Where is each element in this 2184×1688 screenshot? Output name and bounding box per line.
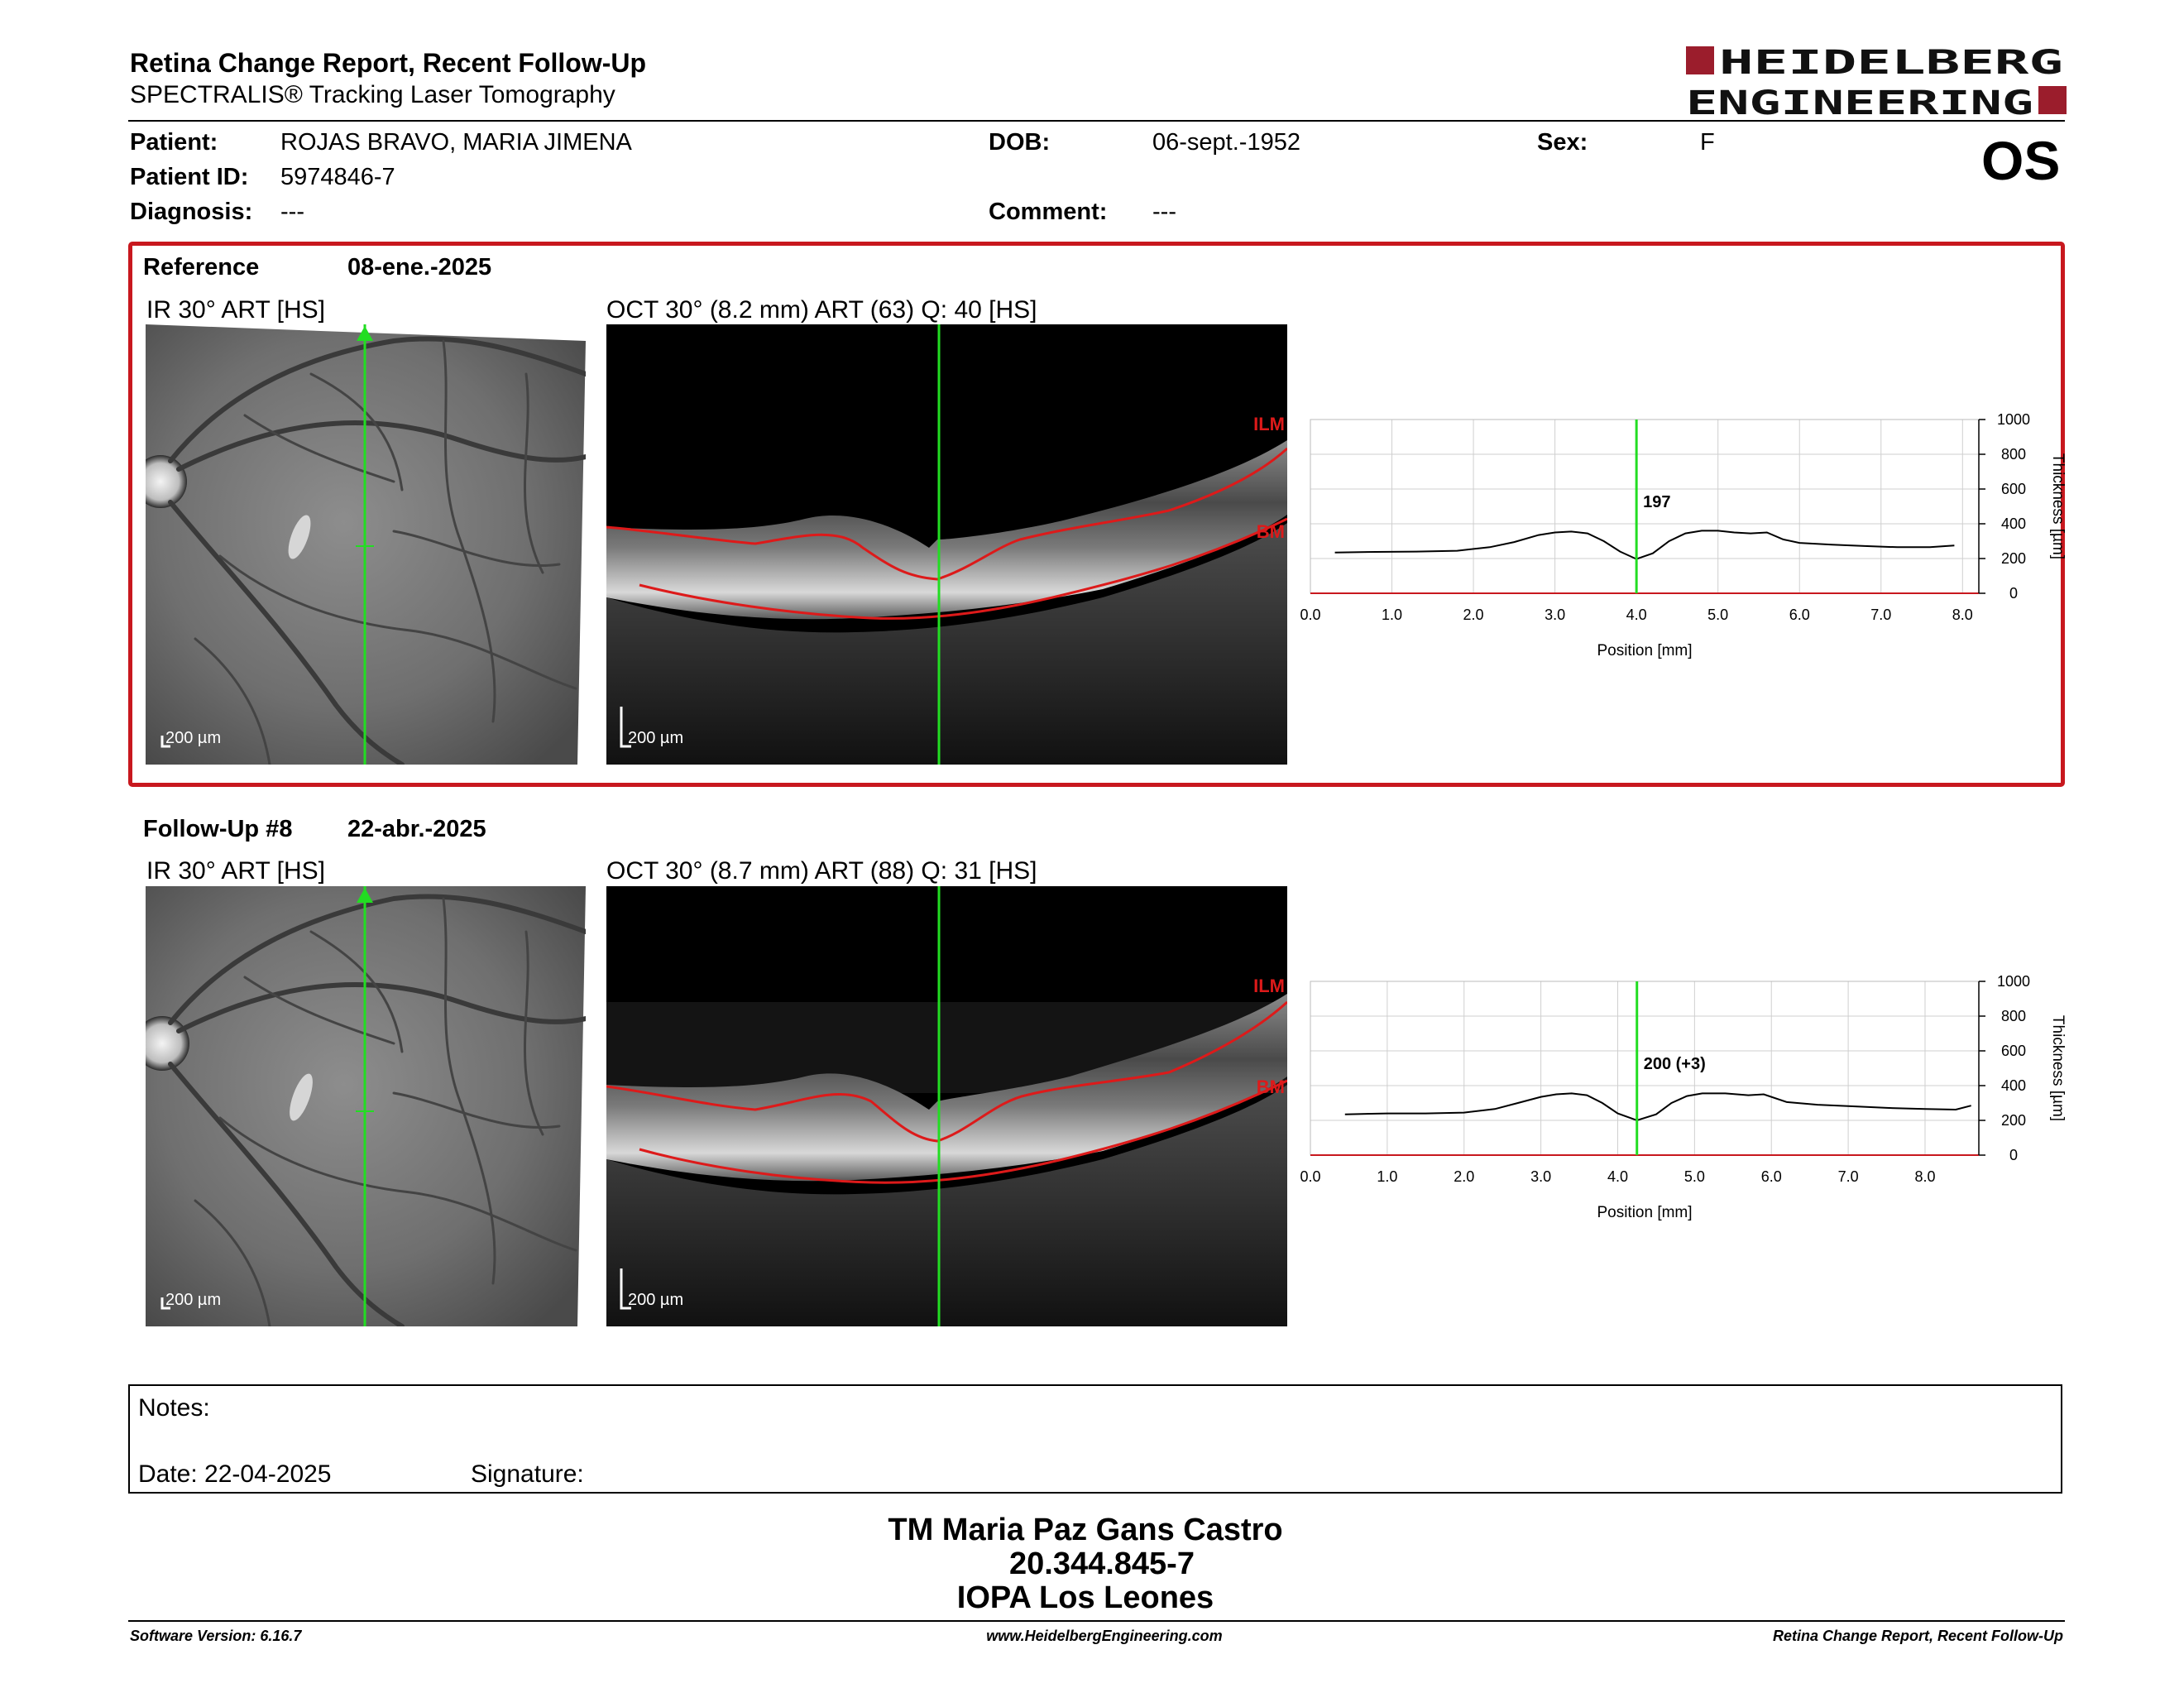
notes-label: Notes: (138, 1394, 210, 1422)
x-tick-label: 6.0 (1761, 1168, 1782, 1185)
y-tick-label: 800 (2001, 446, 2026, 463)
heidelberg-logo: HEIDELBERG ENGINEERING (1686, 44, 2067, 122)
followup-ilm-label: ILM (1253, 976, 1285, 996)
diagnosis-value: --- (280, 199, 304, 225)
x-tick-label: 8.0 (1914, 1168, 1935, 1185)
marker-value-label: 200 (+3) (1644, 1055, 1706, 1073)
y-tick-label: 200 (2001, 1112, 2026, 1129)
reference-date: 08-ene.-2025 (347, 254, 492, 281)
reference-oct-title: OCT 30° (8.2 mm) ART (63) Q: 40 [HS] (606, 296, 1037, 324)
followup-ir-title: IR 30° ART [HS] (146, 857, 325, 885)
x-tick-label: 2.0 (1463, 607, 1484, 623)
reference-oct-bscan-image: ILM BM 200 µm (606, 324, 1287, 765)
thickness-profile-line (1334, 530, 1955, 560)
y-tick-label: 0 (2009, 585, 2018, 602)
footer-website-link[interactable]: www.HeidelbergEngineering.com (986, 1628, 1223, 1644)
x-tick-label: 0.0 (1300, 1168, 1320, 1185)
y-tick-label: 800 (2001, 1008, 2026, 1024)
reference-label: Reference (143, 254, 260, 281)
dob-label: DOB: (989, 129, 1051, 156)
sex-value: F (1700, 129, 1715, 156)
x-tick-label: 3.0 (1545, 607, 1565, 623)
notes-date: Date: 22-04-2025 (138, 1460, 332, 1488)
reference-ir-scale-label: 200 µm (165, 729, 221, 747)
y-axis-label: Thickness [µm] (2049, 1015, 2067, 1121)
report-title: Retina Change Report, Recent Follow-Up (130, 48, 647, 78)
report-subtitle: SPECTRALIS® Tracking Laser Tomography (130, 81, 615, 108)
notes-box[interactable]: Notes: Date: 22-04-2025 Signature: (128, 1384, 2062, 1494)
x-tick-label: 2.0 (1454, 1168, 1474, 1185)
y-tick-label: 0 (2009, 1147, 2018, 1163)
followup-oct-bscan-image: ILM BM 200 µm (606, 886, 1287, 1326)
reference-bm-label: BM (1257, 521, 1285, 542)
footer-software-version: Software Version: 6.16.7 (130, 1628, 302, 1644)
y-tick-label: 400 (2001, 516, 2026, 532)
reference-highlight-box (128, 242, 2065, 787)
x-tick-label: 7.0 (1838, 1168, 1859, 1185)
eye-laterality: OS (1981, 130, 2061, 191)
dob-value: 06-sept.-1952 (1152, 129, 1300, 156)
reference-thickness-chart: 0.0 1.0 2.0 3.0 4.0 5.0 6.0 7.0 8.0 0 200 400 600 800… (1299, 410, 2076, 674)
comment-label: Comment: (989, 199, 1108, 225)
x-axis-label: Position [mm] (1597, 642, 1692, 659)
reference-oct-scale-label: 200 µm (628, 729, 683, 747)
diagnosis-label: Diagnosis: (130, 199, 253, 225)
x-tick-label: 5.0 (1684, 1168, 1705, 1185)
header-divider (128, 120, 2065, 122)
reference-ir-title: IR 30° ART [HS] (146, 296, 325, 324)
x-tick-label: 1.0 (1377, 1168, 1397, 1185)
thickness-profile-line (1344, 1092, 1971, 1122)
followup-oct-title: OCT 30° (8.7 mm) ART (88) Q: 31 [HS] (606, 857, 1037, 885)
followup-bm-label: BM (1257, 1077, 1285, 1097)
x-tick-label: 4.0 (1626, 607, 1647, 623)
svg-text:HEIDELBERG: HEIDELBERG (1719, 46, 2063, 82)
heidelberg-logo-graphic: HEIDELBERG ENGINEERING (1686, 44, 2067, 122)
x-tick-label: 7.0 (1870, 607, 1891, 623)
reference-ilm-label: ILM (1253, 414, 1285, 434)
x-tick-label: 6.0 (1789, 607, 1810, 623)
signature-label: Signature: (471, 1460, 584, 1488)
signer-name: TM Maria Paz Gans Castro (888, 1513, 1283, 1547)
comment-value: --- (1152, 199, 1176, 225)
signer-id: 20.344.845-7 (1009, 1547, 1195, 1581)
followup-oct-scale-label: 200 µm (628, 1291, 683, 1309)
sex-label: Sex: (1537, 129, 1588, 156)
x-tick-label: 0.0 (1300, 607, 1320, 623)
followup-ir-fundus-image: 200 µm (146, 886, 586, 1326)
followup-thickness-chart: 0.0 1.0 2.0 3.0 4.0 5.0 6.0 7.0 8.0 0 200 400 600 800… (1299, 971, 2076, 1236)
x-tick-label: 1.0 (1382, 607, 1402, 623)
followup-label: Follow-Up #8 (143, 816, 293, 842)
footer-report-name: Retina Change Report, Recent Follow-Up (1772, 1628, 2063, 1644)
reference-ir-fundus-image: 200 µm (146, 324, 586, 765)
signer-institution: IOPA Los Leones (956, 1580, 1214, 1615)
y-tick-label: 1000 (1997, 973, 2030, 990)
marker-value-label: 197 (1643, 493, 1670, 511)
patient-name: ROJAS BRAVO, MARIA JIMENA (280, 129, 632, 156)
x-tick-label: 8.0 (1952, 607, 1973, 623)
x-axis-label: Position [mm] (1597, 1204, 1692, 1221)
patient-id-label: Patient ID: (130, 164, 249, 190)
y-tick-label: 600 (2001, 481, 2026, 497)
y-axis-label: Thickness [µm] (2049, 453, 2067, 559)
y-tick-label: 200 (2001, 550, 2026, 567)
footer-divider (128, 1620, 2065, 1622)
y-tick-label: 600 (2001, 1043, 2026, 1059)
x-tick-label: 4.0 (1607, 1168, 1628, 1185)
patient-id-value: 5974846-7 (280, 164, 395, 190)
patient-label: Patient: (130, 129, 218, 156)
svg-text:ENGINEERING: ENGINEERING (1686, 84, 2033, 117)
y-tick-label: 400 (2001, 1077, 2026, 1094)
followup-date: 22-abr.-2025 (347, 816, 486, 842)
x-tick-label: 3.0 (1530, 1168, 1551, 1185)
y-tick-label: 1000 (1997, 411, 2030, 428)
x-tick-label: 5.0 (1707, 607, 1728, 623)
followup-ir-scale-label: 200 µm (165, 1291, 221, 1309)
